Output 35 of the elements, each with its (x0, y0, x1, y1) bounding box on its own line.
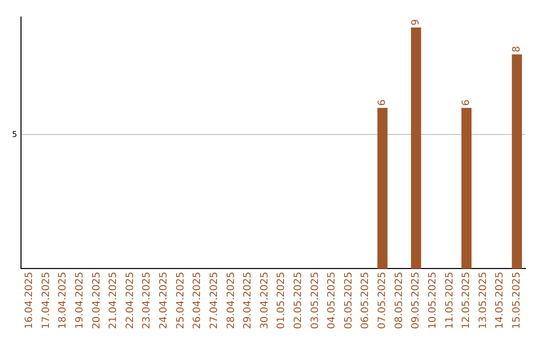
x-tick-label: 19.04.2025 (74, 272, 86, 330)
x-tick-label: 25.04.2025 (175, 272, 186, 330)
data-label: 9 (410, 19, 422, 26)
x-tick-label: 03.05.2025 (310, 272, 321, 330)
data-label: 8 (511, 46, 522, 52)
x-tick-label: 10.05.2025 (427, 272, 438, 330)
data-label: 6 (377, 100, 388, 106)
x-tick-label: 26.04.2025 (192, 272, 204, 330)
x-tick-label: 15.05.2025 (511, 272, 522, 330)
x-tick-label: 17.04.2025 (40, 272, 52, 330)
x-tick-label: 13.05.2025 (478, 272, 489, 330)
x-tick-label: 02.05.2025 (293, 272, 304, 330)
x-tick-label: 14.05.2025 (494, 272, 506, 330)
x-tick-label: 08.05.2025 (394, 272, 405, 330)
x-tick-label: 29.04.2025 (242, 272, 254, 330)
x-tick-label: 06.05.2025 (360, 272, 372, 330)
x-tick-label: 09.05.2025 (410, 272, 422, 330)
x-tick-label: 22.04.2025 (124, 272, 136, 330)
x-tick-label: 20.04.2025 (91, 272, 102, 330)
x-tick-label: 05.05.2025 (343, 272, 354, 330)
x-tick-label: 16.04.2025 (24, 272, 36, 330)
x-tick-label: 12.05.2025 (461, 272, 472, 330)
x-tick-label: 21.04.2025 (108, 272, 120, 330)
x-tick-label: 28.04.2025 (226, 272, 237, 330)
x-tick-label: 07.05.2025 (377, 272, 388, 330)
x-tick-label: 27.04.2025 (208, 272, 220, 330)
y-tick-label: 5 (12, 130, 18, 139)
x-tick-label: 18.04.2025 (58, 272, 69, 330)
x-tick-label: 24.04.2025 (158, 272, 170, 330)
x-tick-label: 11.05.2025 (444, 272, 456, 330)
data-label: 6 (461, 100, 472, 106)
x-tick-label: 01.05.2025 (276, 272, 288, 330)
x-tick-label: 04.05.2025 (326, 272, 338, 330)
x-tick-label: 23.04.2025 (142, 272, 153, 330)
x-tick-label: 30.04.2025 (259, 272, 270, 330)
